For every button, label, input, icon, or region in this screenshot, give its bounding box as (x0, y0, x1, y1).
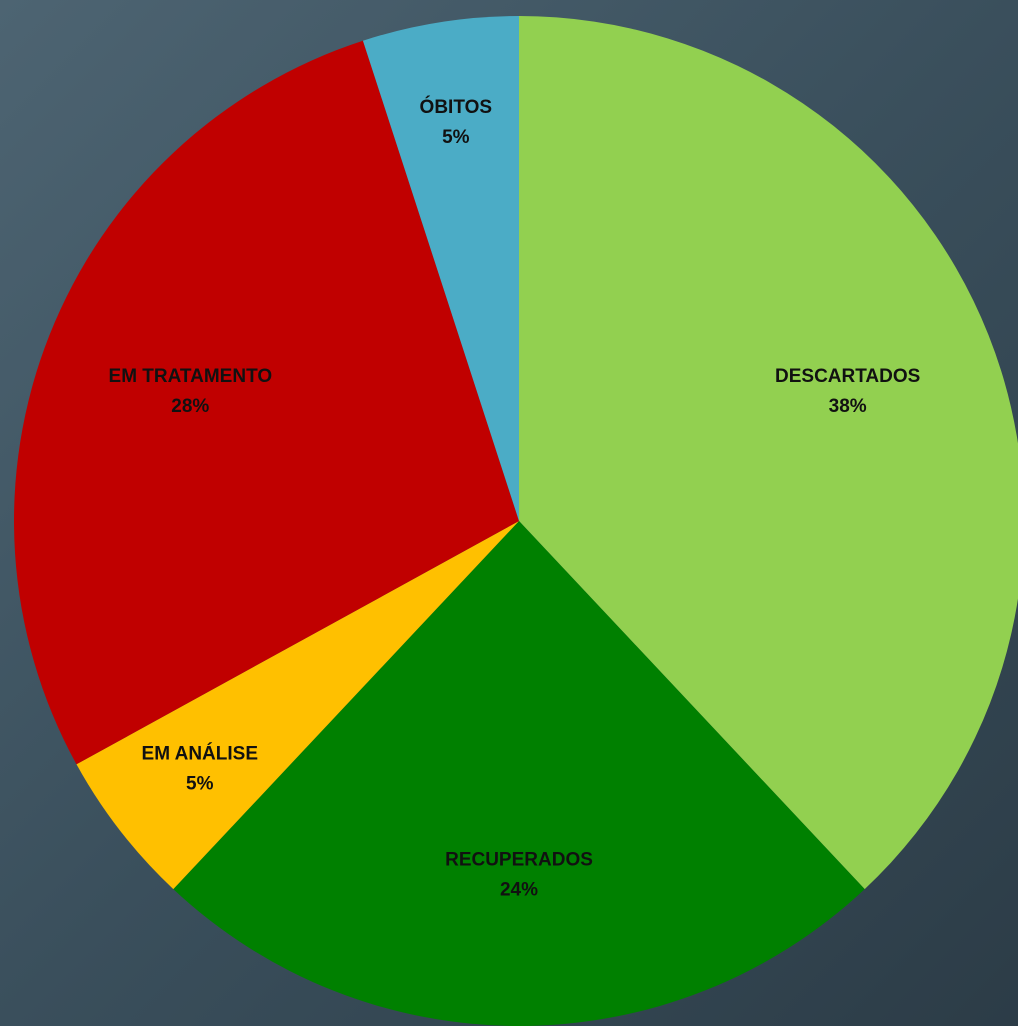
slice-label: EM ANÁLISE (142, 743, 258, 765)
slice-label: EM TRATAMENTO (109, 366, 273, 387)
slice-label: ÓBITOS (420, 96, 493, 118)
value-label: 28% (171, 396, 209, 417)
pie-slice (76, 521, 520, 890)
slice-label: RECUPERADOS (445, 850, 593, 871)
pie-slice (362, 16, 519, 521)
value-label: 5% (186, 774, 214, 795)
pie-slice (519, 16, 1018, 890)
value-label: 5% (442, 127, 470, 148)
slice-label: DESCARTADOS (775, 366, 920, 387)
value-label: 38% (829, 396, 867, 417)
value-label: 24% (500, 880, 538, 901)
pie-slice (173, 521, 865, 1026)
pie-slice (13, 40, 519, 765)
